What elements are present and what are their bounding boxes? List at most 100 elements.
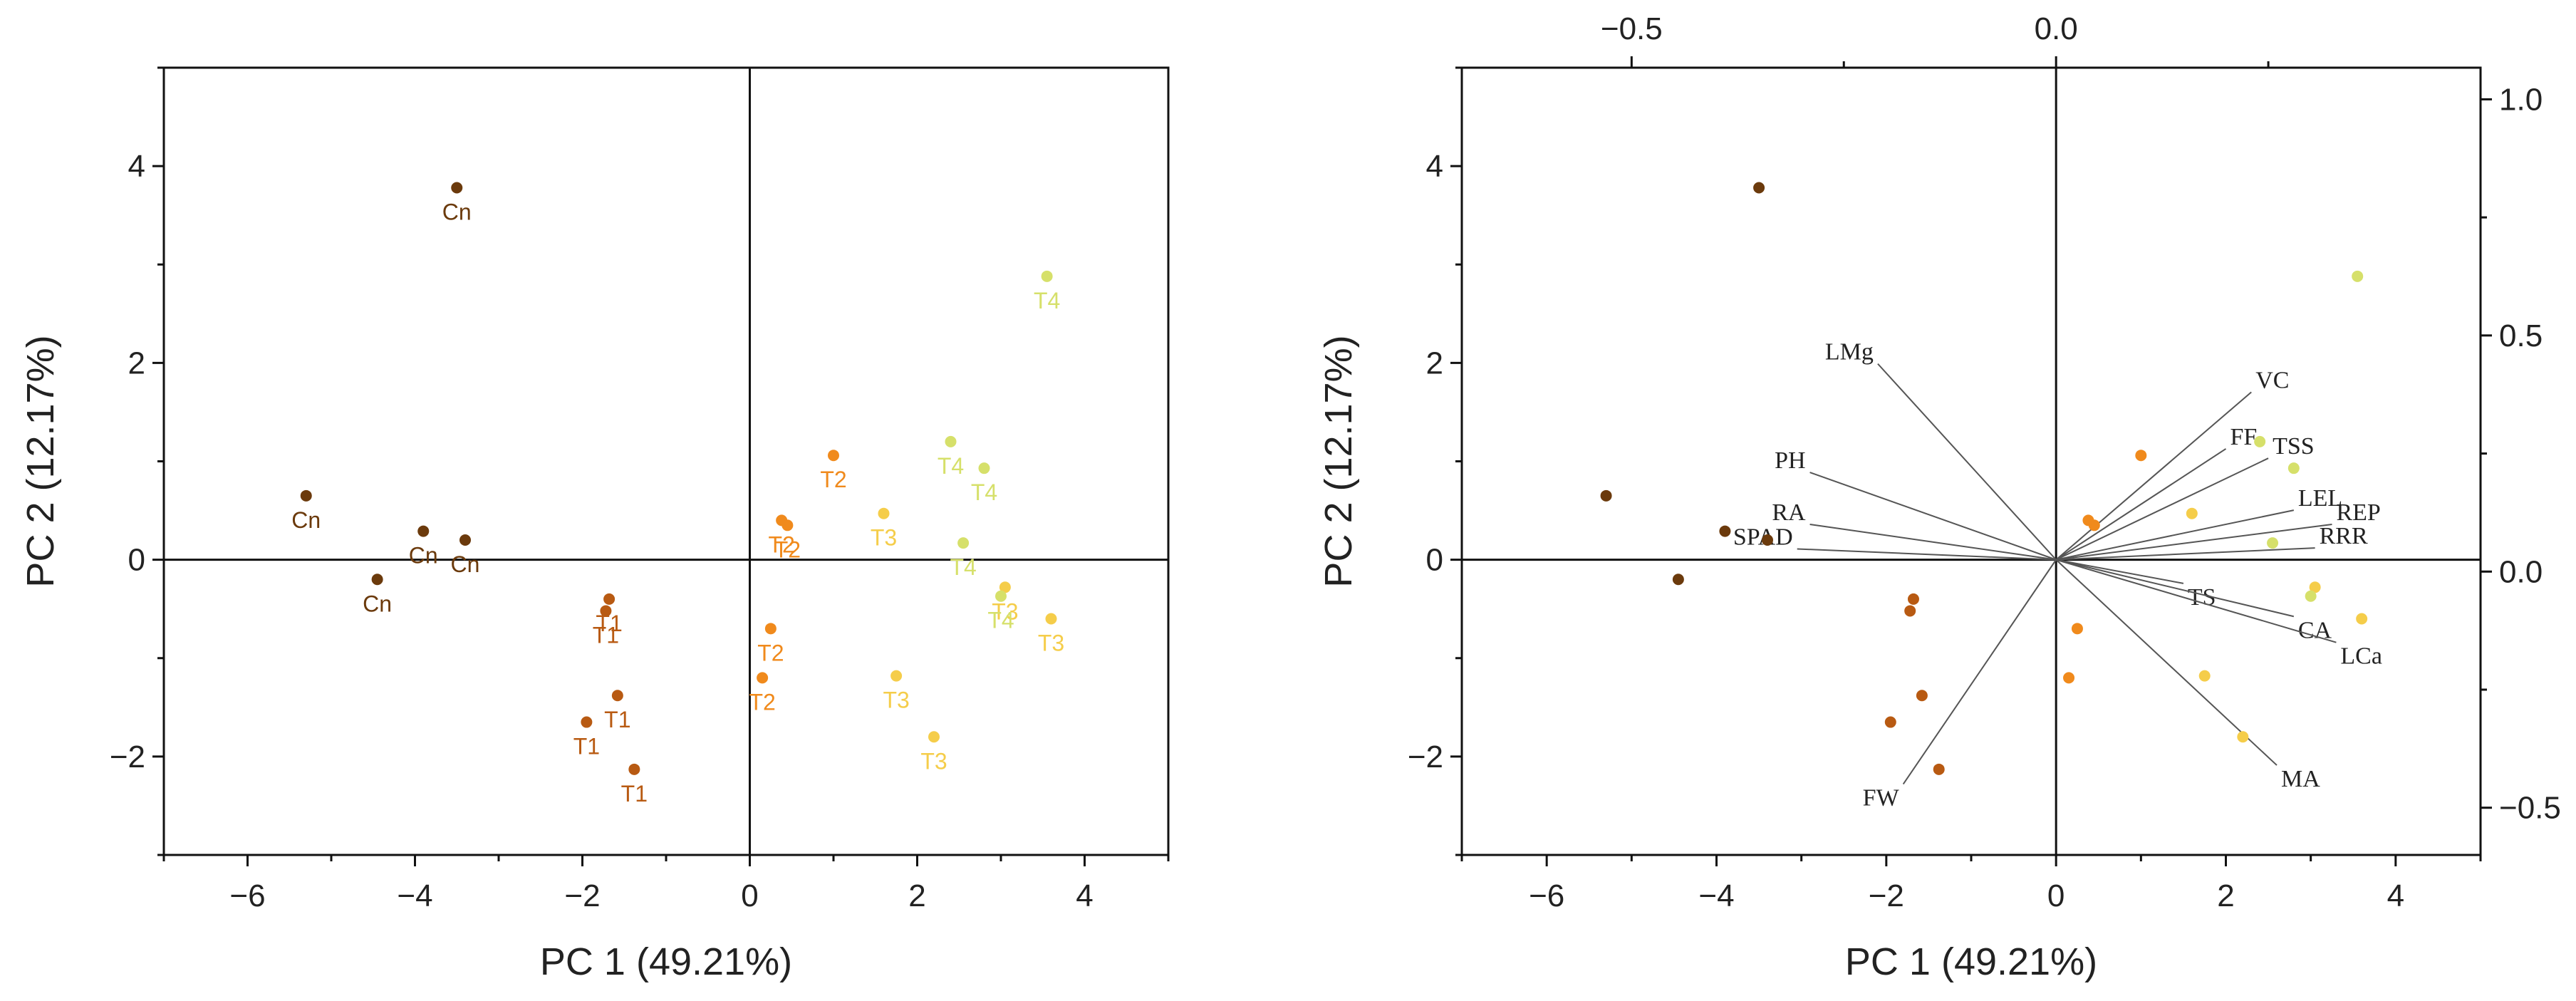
point-label-t1: T1 [573,734,600,759]
score-point-t1 [1904,605,1916,617]
loading-label-vc: VC [2255,367,2289,393]
point-label-t1: T1 [593,622,619,648]
score-point-cn [1672,574,1684,586]
point-label-t2: T2 [768,531,794,557]
score-point-t4 [2352,270,2364,282]
score-point-t2 [2088,519,2100,531]
x-axis-title: PC 1 (49.21%) [1845,940,2097,983]
score-point-cn [300,489,312,502]
y-axis-title: PC 2 (12.17%) [19,335,62,587]
point-label-t4: T4 [987,608,1014,633]
score-point-cn [1719,525,1731,537]
score-point-cn [1600,489,1612,502]
score-point-t4 [2267,537,2279,549]
score-point-t3 [2356,613,2368,625]
score-point-t3 [2237,731,2249,743]
y-axis-title: PC 2 (12.17%) [1317,335,1360,587]
right-tick-label: 1.0 [2499,82,2543,117]
score-point-t1 [1933,763,1945,775]
top-tick-label: 0.0 [2035,11,2078,46]
right-tick-label: 0.5 [2499,318,2543,353]
y-tick-label: −2 [1408,740,1443,774]
score-point-t2 [2071,623,2083,635]
loading-vector-spad [1797,548,2057,561]
loading-label-ra: RA [1772,499,1806,526]
loading-label-ff: FF [2230,424,2258,450]
point-label-cn: Cn [442,199,472,225]
loading-vector-rrr [2056,547,2315,561]
x-tick-label: −2 [564,878,600,913]
score-point-t1 [603,593,616,605]
loading-label-lca: LCa [2340,643,2382,670]
score-point-t4 [957,537,970,549]
loading-label-tss: TSS [2273,433,2315,460]
loading-label-ph: PH [1775,447,1805,474]
x-tick-label: 2 [2217,878,2234,913]
loading-vector-lca [2055,559,2337,643]
loading-vector-ts [2055,559,2184,584]
score-point-t1 [1907,593,1919,605]
score-point-t3 [2309,581,2321,593]
x-tick-label: 0 [2047,878,2065,913]
point-label-t3: T3 [920,748,947,774]
point-label-t3: T3 [871,525,897,551]
pca-biplot: −6 −4 −2 0 2 4 −2 0 2 4 PC 1 (49.21%) PC 2 (12.17%)… [1317,11,2561,983]
loading-vector-lmg [1877,363,2057,561]
right-tick-label: 0.0 [2499,554,2543,589]
score-point-t1 [600,605,612,617]
x-tick-label: 0 [741,878,758,913]
score-point-t1 [1884,716,1896,728]
point-label-t4: T4 [1034,288,1060,313]
point-label-t2: T2 [820,467,846,492]
point-label-t3: T3 [1038,631,1064,656]
loading-vector-tss [2055,457,2269,561]
score-point-cn [459,534,471,546]
y-tick-label: 2 [128,346,145,380]
loading-vector-fw [1902,559,2057,785]
score-point-t3 [2186,507,2198,519]
x-tick-label: −6 [229,878,265,913]
point-label-t3: T3 [992,598,1018,624]
loading-label-lel: LEL [2298,485,2342,512]
score-point-t3 [928,731,940,743]
score-point-cn [371,574,383,586]
x-tick-label: 4 [1076,878,1093,913]
x-axis-title: PC 1 (49.21%) [540,940,792,983]
score-point-t2 [757,672,769,684]
score-point-t2 [828,450,839,462]
score-point-t3 [2198,670,2211,682]
point-label-cn: Cn [451,551,480,577]
loading-vector-rep [2056,524,2332,561]
x-tick-label: 4 [2387,878,2404,913]
loading-vector-vc [2055,391,2252,561]
x-tick-label: −4 [397,878,432,913]
x-tick-label: −4 [1698,878,1734,913]
point-label-t1: T1 [604,707,630,732]
score-point-t1 [611,690,623,702]
score-point-cn [451,182,463,194]
score-point-t1 [1916,690,1928,702]
score-point-t2 [764,623,777,635]
score-point-cn [417,525,430,537]
loading-label-rep: REP [2336,499,2380,526]
point-label-cn: Cn [291,507,321,533]
y-tick-label: 0 [1426,543,1443,578]
score-point-t3 [999,581,1011,593]
loading-vector-ra [1809,524,2057,561]
x-tick-label: −2 [1869,878,1904,913]
y-tick-label: 4 [1426,149,1443,184]
right-tick-label: −0.5 [2499,791,2561,826]
y-tick-label: 4 [128,149,145,184]
score-point-t3 [1045,613,1057,625]
point-label-t4: T4 [971,479,997,505]
score-point-cn [1753,182,1765,194]
point-label-t2: T2 [749,689,775,715]
score-point-t2 [2135,450,2147,462]
score-point-t2 [781,519,794,531]
score-point-t4 [945,435,957,447]
score-point-t4 [2254,435,2266,447]
point-label-t3: T3 [883,688,909,713]
score-point-t1 [628,763,640,775]
loading-vector-lel [2055,509,2295,561]
loading-label-rrr: RRR [2320,523,2368,549]
